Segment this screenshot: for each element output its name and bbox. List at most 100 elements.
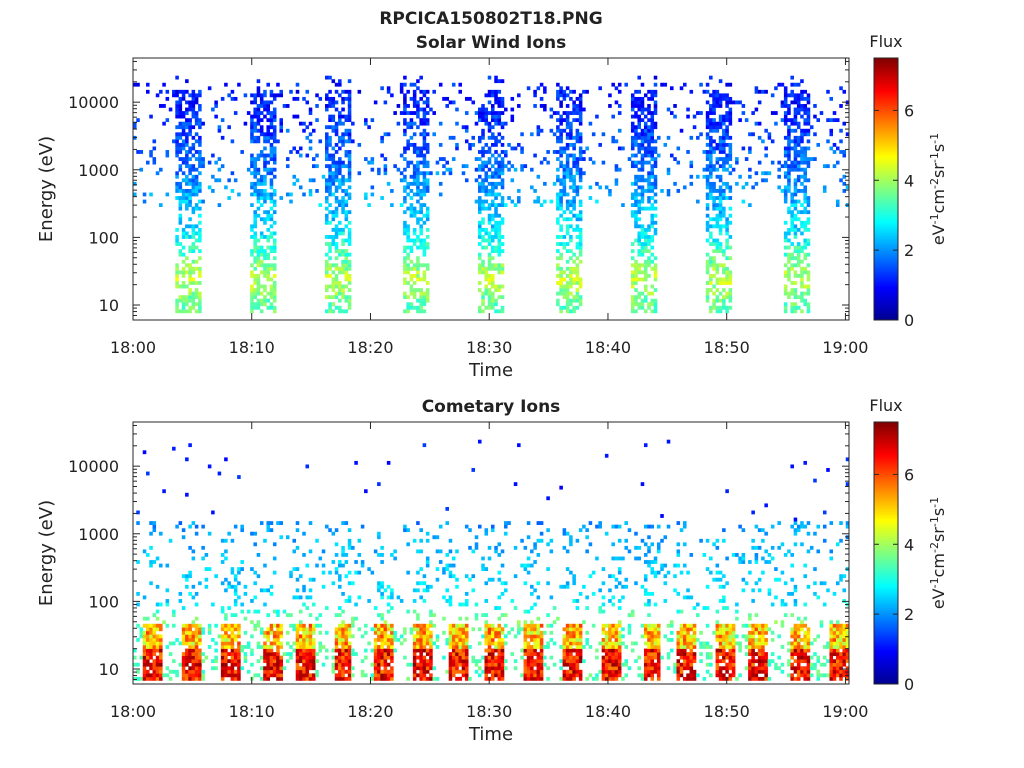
heatmap-cell — [787, 181, 791, 186]
heatmap-cell — [272, 669, 277, 674]
heatmap-cell — [722, 210, 726, 215]
heatmap-cell — [285, 659, 290, 664]
heatmap-cell — [334, 185, 339, 190]
heatmap-cell — [276, 641, 280, 646]
heatmap-cell — [787, 104, 791, 108]
heatmap-cell — [572, 142, 576, 147]
heatmap-cell — [185, 655, 189, 660]
heatmap-cell — [191, 556, 196, 561]
heatmap-cell — [494, 648, 498, 653]
heatmap-cell — [718, 227, 723, 232]
heatmap-cell — [783, 114, 788, 119]
heatmap-cell — [634, 114, 638, 119]
heatmap-cell — [341, 139, 345, 144]
heatmap-cell — [159, 602, 163, 607]
heatmap-cell — [783, 89, 788, 94]
heatmap-cell — [494, 192, 498, 197]
heatmap-cell — [793, 100, 798, 105]
heatmap-cell — [302, 192, 306, 197]
heatmap-cell — [191, 111, 196, 115]
heatmap-cell — [409, 96, 414, 101]
heatmap-cell — [250, 288, 254, 292]
heatmap-cell — [621, 203, 625, 207]
heatmap-cell — [406, 570, 410, 575]
heatmap-cell — [451, 556, 456, 561]
heatmap-cell — [178, 521, 183, 525]
heatmap-cell — [722, 128, 726, 133]
heatmap-cell — [565, 242, 570, 246]
heatmap-cell — [617, 167, 622, 172]
heatmap-cell — [419, 121, 423, 126]
heatmap-cell — [416, 666, 420, 671]
heatmap-cell — [344, 178, 349, 183]
heatmap-cell — [481, 220, 485, 225]
heatmap-cell — [269, 196, 274, 200]
heatmap-cell — [168, 641, 173, 646]
heatmap-cell — [796, 107, 801, 112]
heatmap-cell — [484, 121, 489, 126]
heatmap-cell — [464, 111, 469, 115]
heatmap-cell — [500, 676, 505, 681]
heatmap-cell — [471, 574, 476, 579]
heatmap-cell — [416, 167, 420, 172]
heatmap-cell — [481, 199, 485, 204]
heatmap-cell — [660, 189, 664, 193]
colorbar-segment — [874, 295, 898, 299]
heatmap-cell — [181, 160, 186, 165]
heatmap-cell — [491, 89, 495, 94]
heatmap-cell — [796, 263, 801, 268]
heatmap-cell — [725, 114, 729, 119]
heatmap-cell — [266, 111, 270, 115]
colorbar-segment — [874, 121, 898, 124]
heatmap-cell — [386, 181, 391, 186]
heatmap-cell — [842, 181, 847, 186]
heatmap-cell — [341, 553, 345, 557]
heatmap-cell — [497, 606, 502, 610]
heatmap-cell — [630, 192, 635, 197]
heatmap-cell — [559, 284, 563, 289]
heatmap-cell — [344, 192, 349, 197]
heatmap-cell — [360, 560, 365, 564]
heatmap-cell — [380, 627, 384, 632]
heatmap-cell — [263, 302, 267, 307]
heatmap-cell — [650, 111, 655, 115]
heatmap-cell — [442, 567, 446, 571]
heatmap-cell — [181, 121, 186, 126]
heatmap-cell — [614, 167, 619, 172]
heatmap-cell — [705, 213, 710, 218]
heatmap-cell — [578, 242, 583, 246]
heatmap-cell — [159, 648, 163, 653]
heatmap-cell — [380, 648, 384, 653]
heatmap-cell — [556, 235, 560, 239]
heatmap-cell — [272, 662, 277, 667]
heatmap-cell — [191, 277, 196, 282]
heatmap-cell — [194, 623, 199, 628]
heatmap-cell — [377, 662, 381, 667]
heatmap-cell — [562, 277, 567, 282]
heatmap-cell — [634, 132, 638, 137]
heatmap-cell — [793, 302, 798, 307]
heatmap-cell — [803, 121, 807, 126]
heatmap-cell — [191, 224, 196, 229]
heatmap-cell — [188, 273, 192, 278]
heatmap-cell — [188, 100, 192, 105]
heatmap-cell — [429, 645, 433, 649]
heatmap-cell — [425, 118, 430, 123]
heatmap-cell — [718, 242, 723, 246]
heatmap-cell — [220, 538, 225, 543]
heatmap-cell — [705, 181, 710, 186]
heatmap-cell — [448, 549, 453, 554]
heatmap-cell — [451, 662, 456, 667]
heatmap-cell — [487, 263, 492, 268]
heatmap-cell — [185, 132, 189, 137]
heatmap-cell — [253, 114, 257, 119]
heatmap-cell — [390, 655, 394, 660]
heatmap-cell — [425, 266, 430, 271]
heatmap-cell — [194, 157, 199, 161]
heatmap-cell — [425, 588, 430, 593]
heatmap-cell — [341, 627, 345, 632]
heatmap-cell — [198, 142, 202, 147]
heatmap-cell — [331, 171, 336, 176]
heatmap-cell — [764, 128, 768, 133]
heatmap-cell — [422, 189, 427, 193]
